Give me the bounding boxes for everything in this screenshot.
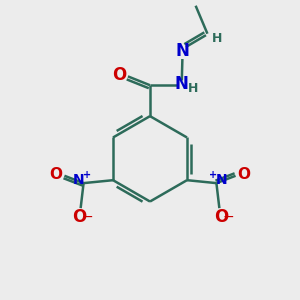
Text: N: N [176,42,189,60]
Text: O: O [112,66,126,84]
Text: +: + [208,170,217,180]
Text: O: O [237,167,250,182]
Text: O: O [50,167,63,182]
Text: H: H [212,32,222,46]
Text: +: + [83,170,92,180]
Text: −: − [81,209,93,224]
Text: N: N [175,75,189,93]
Text: −: − [222,209,234,224]
Text: O: O [214,208,228,226]
Text: N: N [73,173,85,187]
Text: O: O [72,208,86,226]
Text: N: N [215,173,227,187]
Text: H: H [188,82,199,95]
